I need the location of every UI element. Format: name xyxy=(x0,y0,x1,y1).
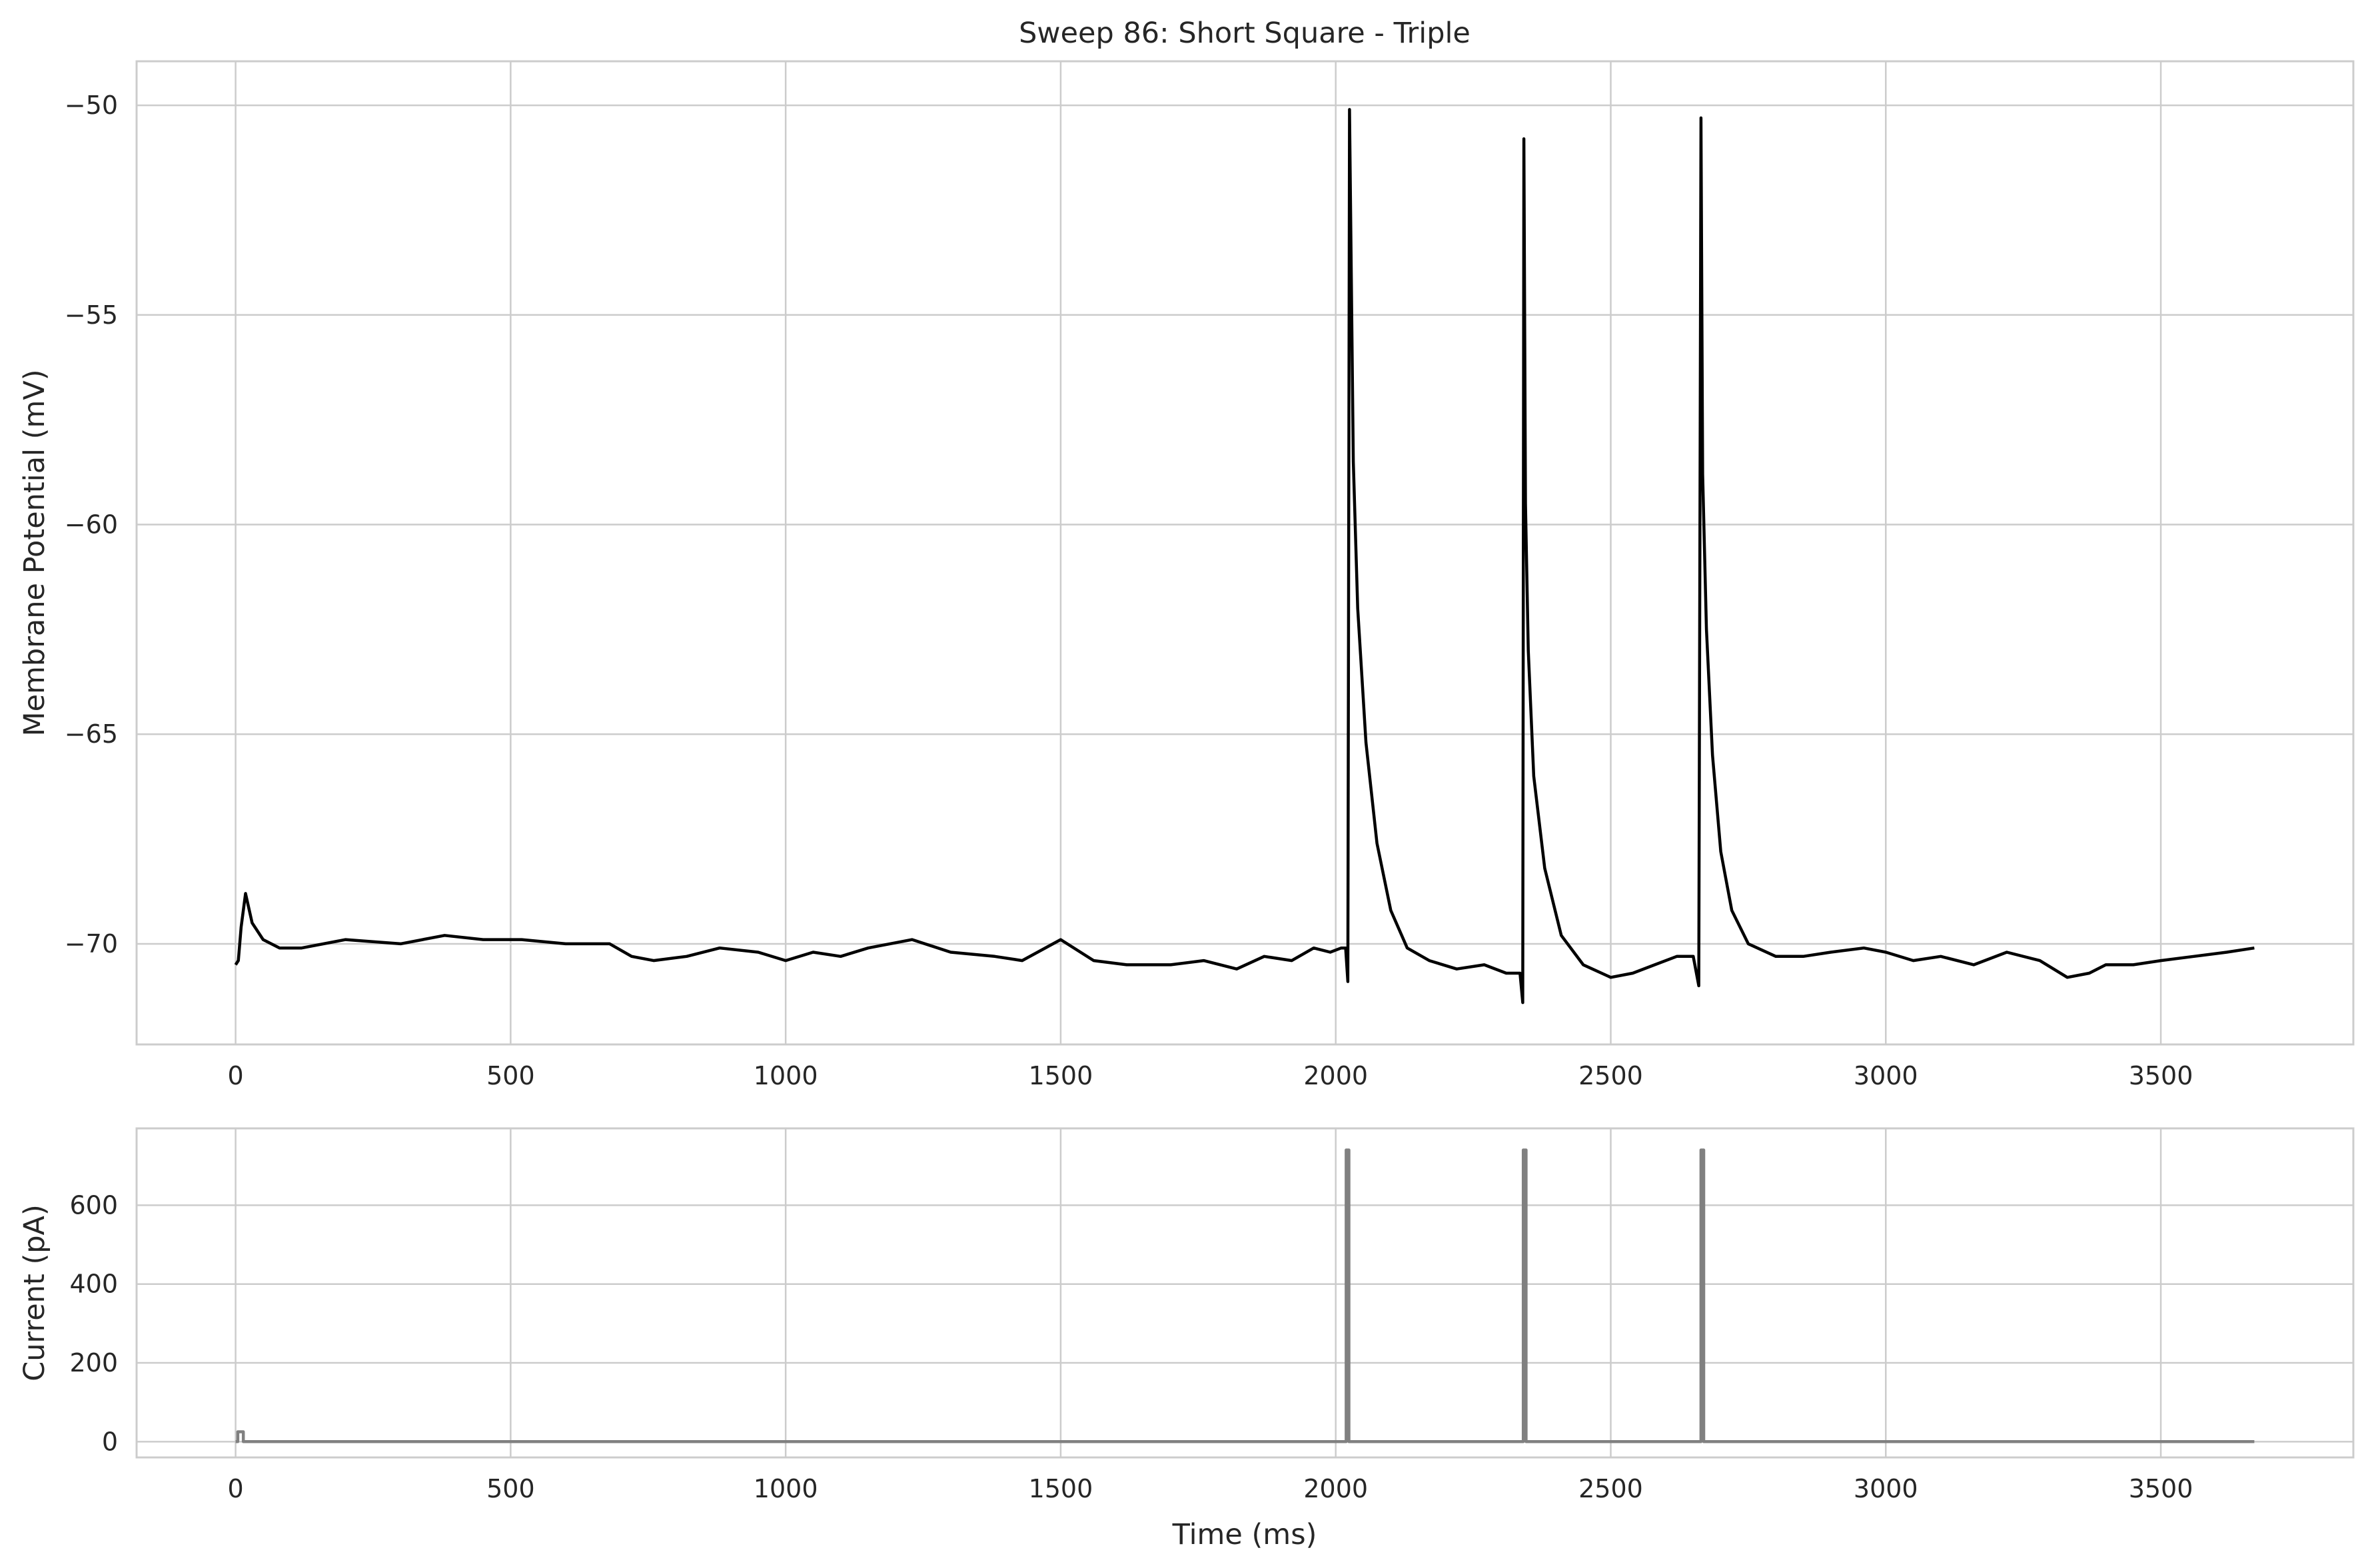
plot-area-frame xyxy=(135,60,2355,1046)
x-tick-label: 2000 xyxy=(1303,1474,1368,1503)
x-tick-label: 3000 xyxy=(1854,1061,1918,1090)
x-tick-label: 1000 xyxy=(754,1061,818,1090)
y-tick-label: −65 xyxy=(65,719,118,749)
y-tick-label: 400 xyxy=(69,1270,118,1299)
x-tick-label: 2500 xyxy=(1578,1061,1643,1090)
x-tick-label: 3000 xyxy=(1854,1474,1918,1503)
tick-labels: 0 500 1000 1500 2000 2500 3000 3500 0 200 400 600 xyxy=(69,1190,2193,1503)
y-axis-label: Membrane Potential (mV) xyxy=(18,369,51,736)
chart-title: Sweep 86: Short Square - Triple xyxy=(1019,17,1471,50)
y-tick-label: 200 xyxy=(69,1348,118,1377)
y-tick-label: −50 xyxy=(65,91,118,120)
y-tick-label: −60 xyxy=(65,510,118,540)
grid-lines xyxy=(137,61,2353,1044)
x-tick-label: 1000 xyxy=(754,1474,818,1503)
x-tick-label: 2000 xyxy=(1303,1061,1368,1090)
x-axis-label: Time (ms) xyxy=(1172,1518,1317,1551)
tick-labels: 0 500 1000 1500 2000 2500 3000 3500 −70 −65 −60 −55… xyxy=(65,91,2193,1090)
series-layer xyxy=(235,1148,2255,1443)
x-tick-label: 0 xyxy=(228,1061,244,1090)
x-tick-label: 2500 xyxy=(1578,1474,1643,1503)
series-line xyxy=(235,1148,2255,1443)
x-tick-label: 500 xyxy=(486,1474,535,1503)
x-tick-label: 3500 xyxy=(2129,1474,2193,1503)
y-tick-label: −55 xyxy=(65,300,118,330)
grid-lines xyxy=(137,1128,2353,1457)
x-tick-label: 0 xyxy=(228,1474,244,1503)
y-tick-label: 600 xyxy=(69,1190,118,1220)
x-tick-label: 1500 xyxy=(1029,1061,1093,1090)
x-tick-label: 1500 xyxy=(1029,1474,1093,1503)
series-layer xyxy=(234,108,2255,1004)
y-tick-label: 0 xyxy=(102,1427,118,1456)
x-tick-label: 500 xyxy=(486,1061,535,1090)
x-tick-label: 3500 xyxy=(2129,1061,2193,1090)
y-tick-label: −70 xyxy=(65,929,118,959)
current-panel: 0 500 1000 1500 2000 2500 3000 3500 0 200 400 600 C… xyxy=(18,1127,2355,1551)
plot-area-frame xyxy=(135,1127,2355,1459)
series-line xyxy=(234,108,2255,1004)
membrane-potential-panel: 0 500 1000 1500 2000 2500 3000 3500 −70 −65 −60 −55… xyxy=(18,60,2355,1090)
y-axis-label: Current (pA) xyxy=(18,1204,51,1381)
